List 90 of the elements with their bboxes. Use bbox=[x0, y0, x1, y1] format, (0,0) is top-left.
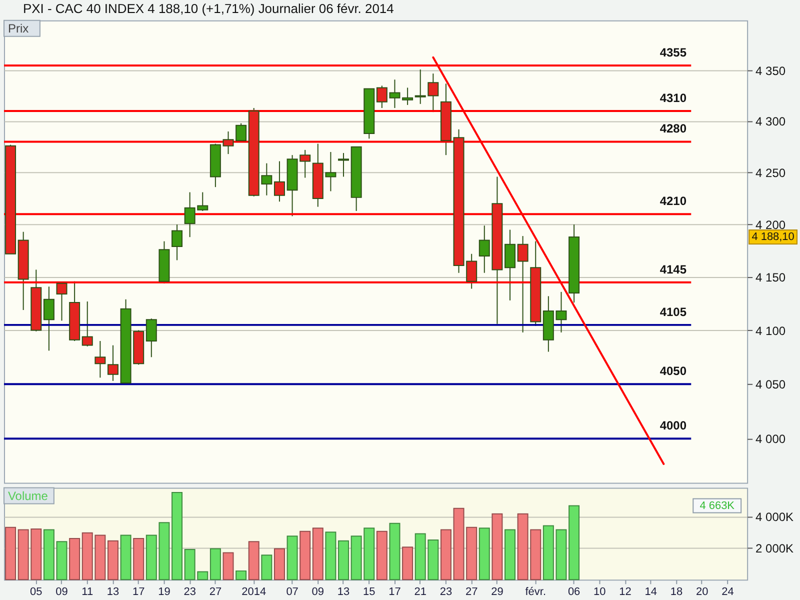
x-tick-label: 19 bbox=[158, 586, 170, 598]
bar bbox=[478, 528, 490, 580]
chart-title: PXI - CAC 40 INDEX 4 188,10 (+1,71%) Journalier 06 févr. 2014 bbox=[22, 0, 394, 16]
bar bbox=[300, 530, 311, 580]
annotation: 4 663K bbox=[700, 500, 736, 512]
bar bbox=[248, 541, 260, 580]
candlestick bbox=[94, 340, 106, 378]
bar bbox=[43, 529, 54, 580]
y-axis-title: Prix bbox=[8, 21, 29, 36]
x-tick-label: 09 bbox=[56, 586, 68, 598]
bar bbox=[376, 530, 388, 580]
candlestick bbox=[146, 318, 157, 358]
x-tick-label: 15 bbox=[363, 586, 376, 598]
candlestick bbox=[236, 122, 247, 142]
ref-line-label: 4280 bbox=[660, 122, 687, 136]
candlestick bbox=[504, 229, 516, 301]
y-tick-label: 4 150 bbox=[756, 270, 786, 285]
candlestick bbox=[517, 236, 528, 333]
bar bbox=[107, 540, 118, 580]
bar bbox=[120, 534, 132, 580]
bar bbox=[440, 529, 452, 580]
bar bbox=[389, 522, 400, 580]
x-tick-label: 09 bbox=[312, 586, 324, 598]
bar bbox=[5, 526, 16, 580]
candlestick bbox=[222, 130, 234, 155]
y-axis-title: Volume bbox=[8, 488, 48, 503]
ref-line-label: 4000 bbox=[660, 418, 687, 433]
y-tick-label: 4 200 bbox=[756, 218, 786, 232]
bar bbox=[338, 540, 350, 580]
ref-line-label: 4145 bbox=[660, 262, 687, 276]
bar bbox=[236, 570, 247, 580]
bar bbox=[172, 492, 183, 580]
bar bbox=[312, 528, 324, 580]
y-tick-label: 4 100 bbox=[756, 324, 786, 338]
bar bbox=[325, 532, 336, 580]
y-tick-label: 4 050 bbox=[756, 378, 786, 392]
x-tick-label: 17 bbox=[388, 586, 401, 598]
x-tick-label: 12 bbox=[619, 586, 632, 598]
candlestick bbox=[338, 152, 350, 178]
bar bbox=[210, 548, 221, 580]
x-tick-label: 13 bbox=[337, 586, 350, 598]
x-tick-label: 27 bbox=[465, 586, 478, 598]
bar bbox=[492, 513, 503, 580]
x-tick-label: 24 bbox=[722, 586, 734, 598]
y-tick-label: 4 250 bbox=[756, 166, 786, 180]
candlestick bbox=[402, 87, 414, 106]
x-tick-label: 23 bbox=[440, 586, 452, 598]
bar bbox=[504, 529, 516, 580]
x-tick-label: 2014 bbox=[242, 586, 266, 598]
y-tick-label: 4 000K bbox=[756, 510, 794, 524]
bar bbox=[274, 548, 285, 580]
x-tick-label: 05 bbox=[30, 586, 42, 598]
y-tick-label: 4 300 bbox=[756, 114, 786, 129]
bar bbox=[261, 554, 272, 580]
ref-line-label: 4105 bbox=[660, 304, 687, 319]
ref-line-label: 4210 bbox=[660, 194, 687, 208]
ref-line-label: 4355 bbox=[660, 45, 687, 60]
bar bbox=[568, 505, 580, 580]
x-tick-label: 29 bbox=[491, 586, 504, 598]
bar bbox=[402, 546, 414, 580]
candlestick bbox=[56, 282, 68, 322]
y-tick-label: 2 000K bbox=[756, 541, 794, 556]
bar bbox=[286, 536, 298, 580]
x-tick-label: 11 bbox=[82, 586, 94, 598]
bar bbox=[56, 541, 68, 580]
bar bbox=[69, 538, 80, 580]
x-tick-label: févr. bbox=[525, 586, 546, 598]
y-tick-label: 4 000 bbox=[756, 432, 786, 446]
ref-line-label: 4050 bbox=[660, 364, 687, 378]
candlestick bbox=[43, 286, 54, 352]
x-tick-label: 23 bbox=[184, 586, 196, 598]
candlestick bbox=[274, 160, 285, 202]
candlestick bbox=[82, 300, 93, 347]
text: 4 188,10 bbox=[752, 230, 794, 243]
x-tick-label: 07 bbox=[286, 586, 298, 598]
y-tick-label: 4 350 bbox=[756, 64, 786, 78]
candlestick bbox=[107, 344, 118, 382]
bar bbox=[133, 538, 144, 580]
x-tick-label: 06 bbox=[568, 586, 580, 598]
x-tick-label: 21 bbox=[414, 586, 426, 598]
candlestick bbox=[172, 224, 183, 261]
x-tick-label: 17 bbox=[132, 586, 145, 598]
ref-line-label: 4310 bbox=[660, 91, 687, 106]
x-tick-label: 14 bbox=[644, 586, 657, 598]
x-tick-label: 20 bbox=[696, 586, 708, 598]
bar bbox=[222, 552, 234, 580]
x-tick-label: 27 bbox=[209, 586, 222, 598]
x-tick-label: 18 bbox=[670, 586, 683, 598]
x-tick-label: 10 bbox=[594, 586, 606, 598]
x-tick-label: 13 bbox=[106, 586, 120, 598]
